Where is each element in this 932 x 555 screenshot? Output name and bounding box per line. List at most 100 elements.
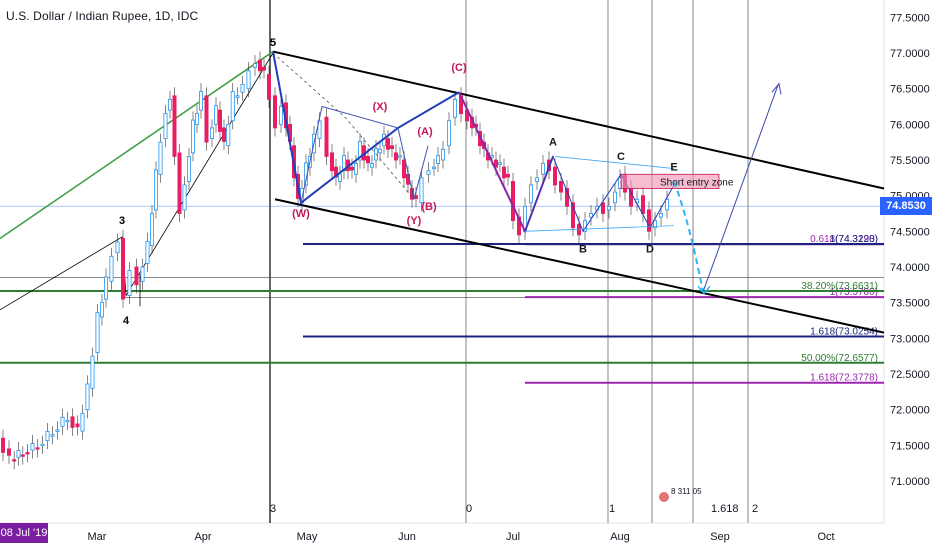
candle-body xyxy=(50,434,55,437)
trend-lines xyxy=(0,50,885,334)
candle-body xyxy=(204,95,209,143)
level-label: 0.618(74.3198) xyxy=(810,234,878,245)
green-trendline xyxy=(0,50,274,240)
chart-title: U.S. Dollar / Indian Rupee, 1D, IDC xyxy=(6,9,199,23)
candle-body xyxy=(127,270,132,296)
candle-body xyxy=(501,166,506,179)
candle-body xyxy=(452,98,457,118)
time-tick-label: Apr xyxy=(194,531,211,543)
candle-body xyxy=(497,162,502,165)
candle-body xyxy=(401,159,406,179)
candle-body xyxy=(324,116,329,157)
candle-body xyxy=(659,213,664,218)
candle-body xyxy=(240,83,245,93)
price-tick-label: 71.0000 xyxy=(890,476,930,488)
candle-body xyxy=(446,120,451,147)
candle-body xyxy=(589,213,594,218)
candle-body xyxy=(641,195,646,214)
candle-body xyxy=(95,312,100,353)
wave-label: E xyxy=(670,162,677,174)
time-tick-label: Mar xyxy=(88,531,107,543)
wave-labels: 5 3 4 (W) (X) (Y) (A) (B) (C) A B C D E 8 311 05 xyxy=(119,37,702,502)
price-tick-label: 72.0000 xyxy=(890,405,930,417)
candle-body xyxy=(252,63,257,68)
candle-body xyxy=(505,173,510,178)
candle-body xyxy=(246,70,251,90)
candle-body xyxy=(266,74,271,100)
candle-body xyxy=(541,163,546,175)
candle-body xyxy=(349,166,354,171)
price-tick-label: 74.5000 xyxy=(890,226,930,238)
candle-body xyxy=(647,209,652,232)
candle-body xyxy=(357,141,362,161)
candle-body xyxy=(121,238,126,300)
candle-body xyxy=(426,170,431,175)
candle-body xyxy=(535,177,540,182)
candle-body xyxy=(104,276,109,300)
candle-body xyxy=(333,166,338,178)
candle-body xyxy=(529,184,534,204)
triangle-lower xyxy=(524,225,675,232)
candle-body xyxy=(337,173,342,182)
last-price-badge: 74.8530 xyxy=(880,197,932,215)
wave-abcde-line xyxy=(524,155,675,233)
candle-body xyxy=(278,106,283,125)
channel-lower-line xyxy=(274,198,885,334)
candle-body xyxy=(0,437,6,453)
time-cycle-label: 3 xyxy=(270,503,276,515)
candle-body xyxy=(20,454,25,457)
candle-body xyxy=(163,113,168,139)
price-tick-label: 76.0000 xyxy=(890,119,930,131)
level-label: 50.00%(72.6577) xyxy=(801,353,878,364)
price-tick-label: 76.5000 xyxy=(890,84,930,96)
candle-body xyxy=(30,443,35,451)
horizontal-levels: 0.618(74.3198)1(74.3220) 1(73.5780)38.20%… xyxy=(0,205,884,384)
candle-body xyxy=(607,205,612,211)
time-tick-label: Jun xyxy=(398,531,416,543)
candle-body xyxy=(60,416,65,427)
price-tick-label: 74.0000 xyxy=(890,262,930,274)
candle-body xyxy=(369,163,374,168)
candle-body xyxy=(7,448,12,456)
candle-body xyxy=(190,119,195,154)
level-label: 1.618(73.0254) xyxy=(810,327,878,338)
time-axis[interactable]: Mar Apr May Jun Jul Aug Sep Oct xyxy=(88,531,835,543)
candle-body xyxy=(565,188,570,207)
price-tick-label: 73.5000 xyxy=(890,298,930,310)
candle-body xyxy=(389,145,394,149)
candle-body xyxy=(149,213,154,246)
candle-body xyxy=(419,177,424,204)
candle-body xyxy=(665,198,670,211)
candle-body xyxy=(601,202,606,214)
triangle-upper xyxy=(554,156,675,169)
projection-arrowhead xyxy=(771,82,782,95)
candle-body xyxy=(217,109,222,132)
candle-body xyxy=(140,266,145,282)
short-entry-zone-label: Short entry zone xyxy=(660,177,734,188)
candle-body xyxy=(25,452,30,455)
candle-body xyxy=(80,412,85,432)
candle-body xyxy=(261,66,266,71)
candle-body xyxy=(145,240,150,264)
candle-body xyxy=(134,266,139,286)
price-tick-label: 75.5000 xyxy=(890,155,930,167)
price-axis[interactable]: 77.500077.000076.500076.000075.500075.00… xyxy=(890,12,930,488)
price-tick-label: 72.5000 xyxy=(890,369,930,381)
candle-body xyxy=(45,431,50,441)
candle-body xyxy=(40,443,45,447)
event-text: 8 311 05 xyxy=(671,487,702,496)
short-entry-zone xyxy=(620,173,720,189)
candle-body xyxy=(317,120,322,140)
candle-body xyxy=(12,459,17,462)
wave-label: 4 xyxy=(123,315,130,327)
candle-body xyxy=(209,127,214,140)
level-label: 38.20%(73.6631) xyxy=(801,281,878,292)
wave-lines: Short entry zone xyxy=(272,51,782,295)
wave-x-triangle xyxy=(300,105,429,203)
price-tick-label: 77.5000 xyxy=(890,12,930,24)
level-label: 1(74.3220) xyxy=(830,234,878,245)
candle-body xyxy=(109,255,114,282)
candle-body xyxy=(55,429,60,432)
